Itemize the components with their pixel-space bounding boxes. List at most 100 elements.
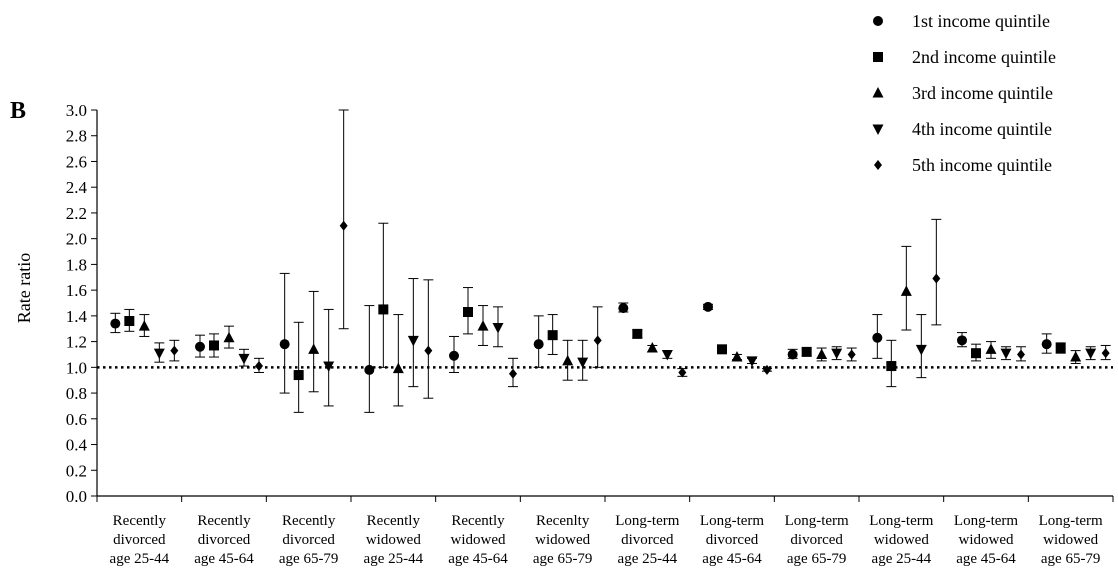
- data-point: [801, 346, 812, 357]
- x-tick-label: Long-term: [1039, 513, 1103, 529]
- data-point: [308, 343, 320, 354]
- x-tick-label: Long-term: [785, 513, 849, 529]
- legend-label: 2nd income quintile: [912, 47, 1056, 67]
- x-tick-label: divorced: [282, 532, 335, 548]
- series-2: [124, 222, 1066, 413]
- x-tick-label: age 45-64: [702, 551, 762, 567]
- x-tick-label: age 65-79: [787, 551, 847, 567]
- x-tick-label: widowed: [451, 532, 506, 548]
- x-tick-label: age 65-79: [533, 551, 593, 567]
- y-tick-label: 2.6: [66, 152, 87, 171]
- data-point: [407, 335, 419, 347]
- data-point: [661, 349, 673, 361]
- data-point: [593, 335, 602, 346]
- x-tick-label: age 45-64: [194, 551, 254, 567]
- legend-marker: [872, 124, 884, 135]
- data-point: [223, 331, 235, 343]
- x-tick-label: age 25-44: [618, 551, 678, 567]
- y-tick-label: 0.4: [66, 436, 88, 455]
- legend-label: 3rd income quintile: [912, 83, 1053, 103]
- data-point: [1055, 343, 1066, 354]
- x-tick-label: widowed: [874, 532, 929, 548]
- data-point: [323, 361, 335, 373]
- data-point: [646, 342, 658, 353]
- x-tick-label: age 45-64: [956, 551, 1016, 567]
- legend-marker: [873, 52, 883, 62]
- data-point: [971, 348, 981, 359]
- data-point: [816, 348, 828, 359]
- x-tick-label: divorced: [113, 532, 166, 548]
- legend-label: 4th income quintile: [912, 119, 1052, 139]
- data-point: [392, 362, 404, 374]
- y-tick-label: 2.4: [66, 178, 88, 197]
- data-point: [703, 301, 713, 312]
- y-axis-label: Rate ratio: [14, 253, 34, 323]
- data-point: [900, 285, 912, 296]
- x-tick-label: Long-term: [700, 513, 764, 529]
- x-tick-label: divorced: [790, 532, 843, 548]
- data-point: [1085, 348, 1097, 360]
- data-point: [985, 343, 997, 354]
- y-tick-label: 1.6: [66, 281, 87, 300]
- data-point: [731, 351, 743, 362]
- data-point: [1000, 348, 1012, 360]
- series-1: [110, 272, 1052, 413]
- x-tick-label: divorced: [621, 532, 674, 548]
- data-point: [255, 361, 263, 372]
- data-point: [424, 345, 433, 356]
- data-point: [364, 364, 375, 375]
- data-point: [932, 273, 941, 284]
- data-point: [717, 344, 727, 355]
- x-tick-label: age 25-44: [110, 551, 170, 567]
- x-tick-label: widowed: [366, 532, 421, 548]
- y-tick-label: 0.2: [66, 461, 87, 480]
- y-axis-ticks: 0.0 0.2 0.4 0.6 0.8 1.0 1.2 1.4 1.6 1.8 2.0 2.2 2.4 2…: [66, 101, 97, 506]
- data-point: [957, 335, 967, 346]
- x-tick-label: Recenlty: [536, 513, 590, 529]
- data-point: [886, 361, 897, 372]
- data-point: [1017, 349, 1025, 360]
- x-tick-label: Long-term: [615, 513, 679, 529]
- legend: 1st income quintile 2nd income quintile 3r…: [872, 11, 1056, 175]
- legend-marker: [872, 87, 884, 98]
- data-point: [463, 307, 473, 318]
- y-tick-label: 0.8: [66, 384, 87, 403]
- data-point: [746, 356, 758, 367]
- legend-marker: [874, 160, 882, 170]
- data-point: [618, 303, 629, 314]
- x-tick-label: Recently: [113, 513, 167, 529]
- y-tick-label: 1.2: [66, 333, 87, 352]
- y-tick-label: 0.6: [66, 410, 87, 429]
- x-tick-label: Long-term: [869, 513, 933, 529]
- legend-label: 5th income quintile: [912, 155, 1052, 175]
- data-point: [492, 322, 504, 334]
- data-point: [678, 367, 687, 378]
- x-tick-label: age 25-44: [364, 551, 424, 567]
- y-tick-label: 1.4: [66, 307, 88, 326]
- data-point: [138, 320, 150, 331]
- y-tick-label: 3.0: [66, 101, 87, 120]
- data-point: [562, 354, 574, 366]
- y-tick-label: 2.0: [66, 230, 87, 249]
- data-point: [153, 348, 165, 360]
- data-point: [533, 339, 544, 350]
- legend-label: 1st income quintile: [912, 11, 1050, 31]
- data-point: [170, 345, 179, 356]
- x-tick-label: widowed: [959, 532, 1014, 548]
- series-5: [169, 109, 1111, 399]
- data-point: [872, 332, 883, 343]
- x-tick-label: Recently: [367, 513, 421, 529]
- data-point: [279, 339, 290, 350]
- x-tick-label: Recently: [282, 513, 336, 529]
- x-tick-label: age 25-44: [872, 551, 932, 567]
- data-point: [378, 304, 389, 315]
- data-point: [449, 350, 459, 361]
- data-point: [847, 349, 856, 360]
- data-point: [547, 330, 558, 341]
- x-tick-label: age 65-79: [279, 551, 339, 567]
- panel-label: B: [10, 98, 26, 124]
- data-point: [124, 316, 135, 327]
- x-tick-label: widowed: [535, 532, 590, 548]
- x-axis-tick-labels: Recently divorced age 25-44 Recently divorce…: [96, 496, 1114, 567]
